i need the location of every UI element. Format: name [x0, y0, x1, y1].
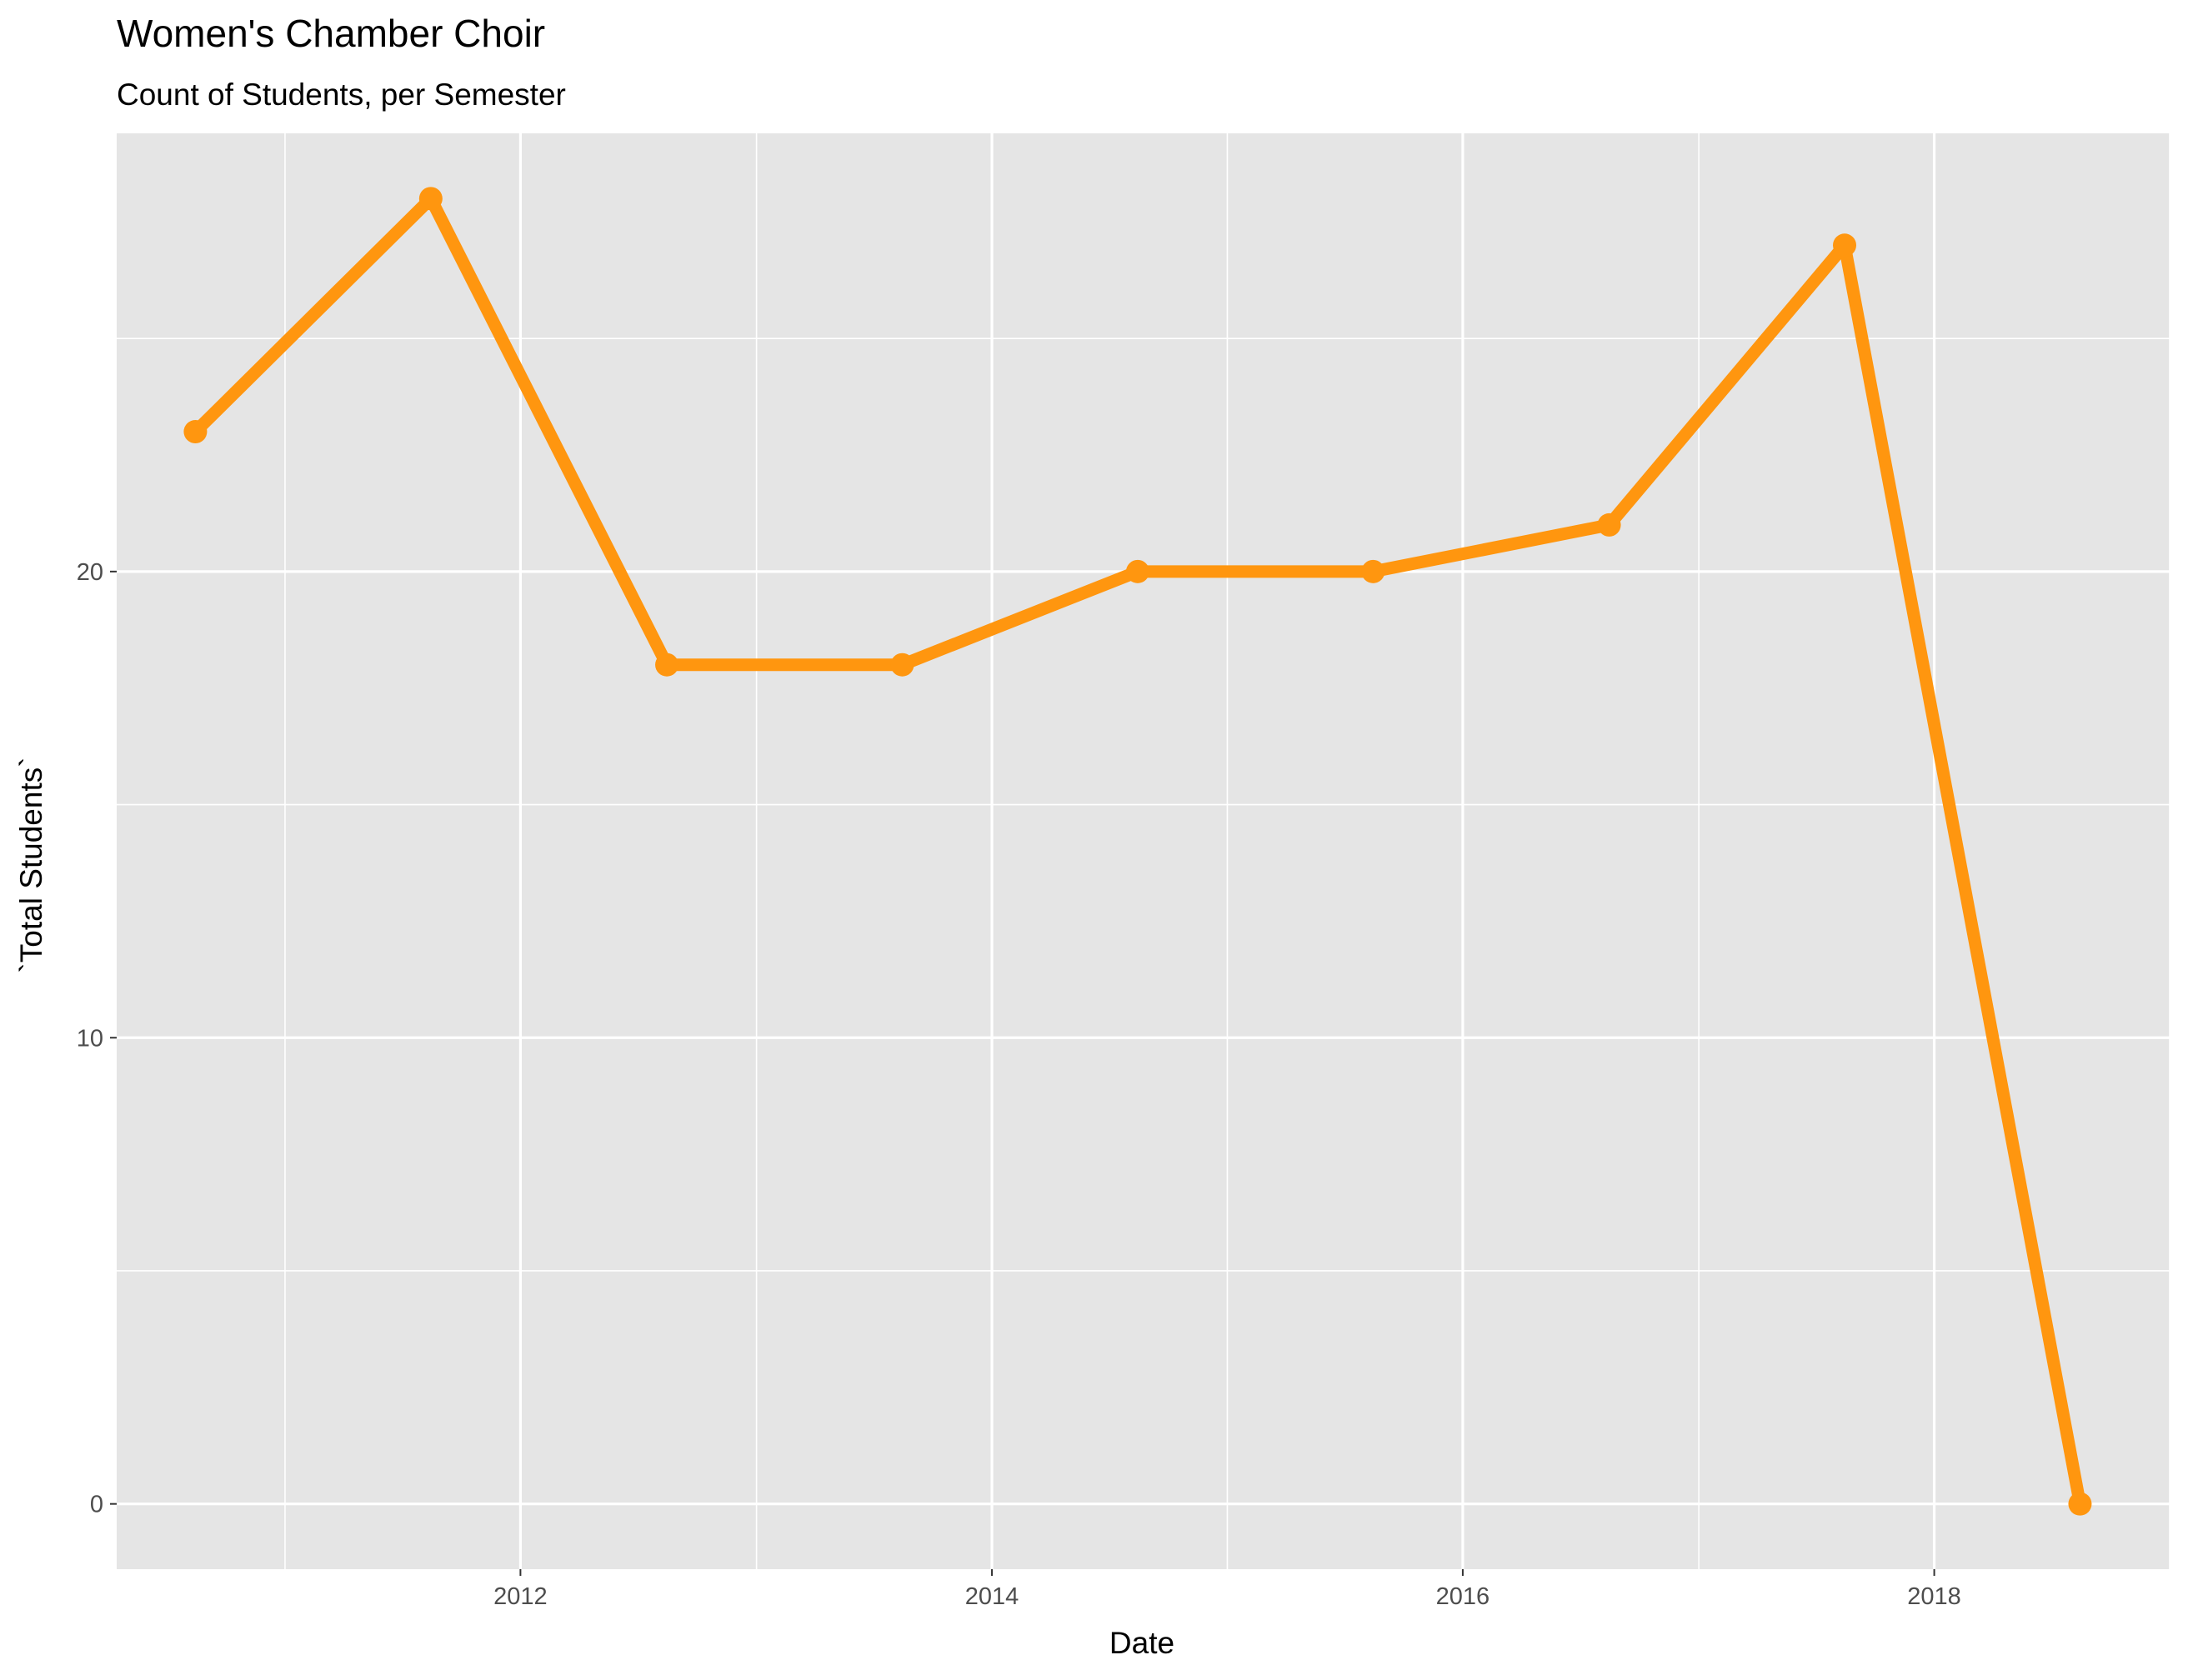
y-tick-label: 20 — [77, 559, 103, 586]
x-tick-label: 2012 — [493, 1583, 548, 1610]
data-point — [655, 652, 679, 677]
chart-subtitle: Count of Students, per Semester — [117, 78, 566, 112]
data-point — [1125, 559, 1149, 583]
data-point — [1361, 559, 1385, 583]
data-series — [183, 187, 2092, 1516]
x-axis-label: Date — [1109, 1626, 1174, 1660]
x-tick-label: 2018 — [1907, 1583, 1961, 1610]
x-tick-label: 2014 — [965, 1583, 1019, 1610]
data-point — [890, 652, 914, 677]
y-tick-label: 10 — [77, 1025, 103, 1052]
plot-panel — [117, 133, 2170, 1569]
data-point — [1833, 233, 1857, 258]
data-point — [418, 187, 443, 211]
data-point — [1597, 512, 1621, 537]
data-point — [183, 420, 208, 444]
y-axis-label: `Total Students` — [14, 757, 48, 972]
axis-ticks: 0 10 20 2012 2014 2016 2018 — [77, 559, 1961, 1610]
data-point — [2068, 1492, 2092, 1516]
x-tick-label: 2016 — [1436, 1583, 1490, 1610]
y-tick-label: 0 — [90, 1492, 103, 1518]
chart-title: Women's Chamber Choir — [117, 12, 545, 55]
